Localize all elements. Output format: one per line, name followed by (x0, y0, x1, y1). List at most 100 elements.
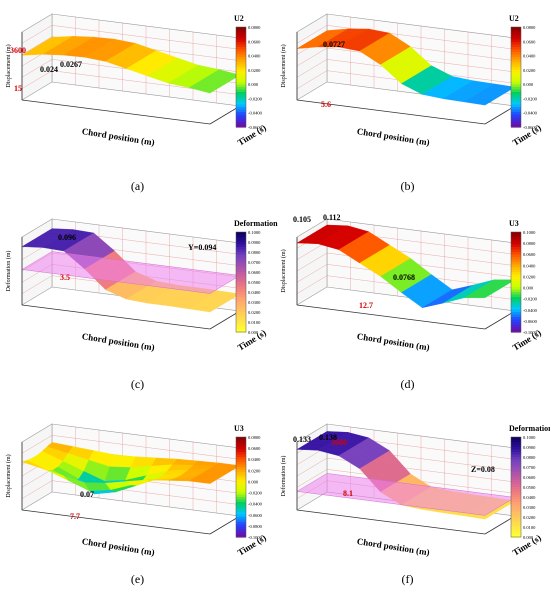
x-axis-line (21, 509, 211, 535)
colorbar-cell (236, 67, 246, 71)
legend-tick-label: 0.000 (248, 479, 259, 484)
annotation-label: 7.7 (70, 512, 80, 521)
annotation-label: 0.096 (58, 233, 76, 242)
colorbar-cell (236, 52, 246, 56)
colorbar-cell (236, 62, 246, 66)
grid-line (296, 252, 328, 272)
colorbar-cell (236, 234, 246, 238)
colorbar-cell (236, 117, 246, 121)
colorbar-cell (511, 289, 521, 293)
colorbar-cell (236, 74, 246, 78)
colorbar-cell (236, 34, 246, 38)
colorbar-cell (511, 64, 521, 68)
colorbar: Deformation 0.1000 0.0900 0.0800 0.0700 0.060… (234, 219, 278, 335)
colorbar-cell (511, 437, 521, 441)
colorbar-cell (236, 532, 246, 536)
colorbar-cell (236, 519, 246, 523)
colorbar-cell (236, 292, 246, 296)
colorbar-cell (511, 234, 521, 238)
colorbar-cell (511, 479, 521, 483)
colorbar-cell (236, 59, 246, 63)
colorbar-cell (236, 49, 246, 53)
legend-tick-label: 0.0800 (248, 25, 261, 30)
surface-cell (478, 285, 506, 290)
legend-tick-label: 0.0600 (248, 446, 261, 451)
legend-tick-label: -0.0400 (248, 502, 263, 507)
colorbar-cell (511, 497, 521, 501)
colorbar-cell (236, 507, 246, 511)
colorbar-cell (236, 259, 246, 263)
legend-tick-label: -0.0200 (523, 297, 538, 302)
colorbar-cell (236, 82, 246, 86)
colorbar-cell (511, 327, 521, 331)
colorbar-cell (511, 107, 521, 111)
legend-tick-label: -0.0800 (248, 524, 263, 529)
colorbar-frame (510, 231, 522, 333)
colorbar-cell (236, 87, 246, 91)
colorbar-cell (511, 312, 521, 316)
colorbar-cell (511, 82, 521, 86)
colorbar-cell (236, 264, 246, 268)
colorbar: U3 0.1000 0.0800 0.0600 0.0400 0.0200 0.000 -0.… (509, 219, 538, 335)
colorbar-cell (511, 124, 521, 128)
colorbar-cell (511, 294, 521, 298)
annotation-label: 5.6 (321, 100, 331, 109)
colorbar-cell (236, 457, 246, 461)
legend-tick-label: 0.0200 (523, 274, 536, 279)
colorbar-cell (236, 44, 246, 48)
colorbar-cell (511, 299, 521, 303)
x-axis-title: Chord position (m) (356, 536, 430, 557)
legend-tick-label: 0.000 (248, 330, 259, 335)
colorbar-cell (236, 37, 246, 41)
legend-tick-label: 0.0900 (248, 240, 261, 245)
colorbar-cell (511, 122, 521, 126)
colorbar-cell (236, 534, 246, 538)
colorbar-cell (511, 452, 521, 456)
legend-tick-label: 0.0900 (523, 445, 536, 450)
surface-cell (188, 84, 216, 94)
colorbar-cell (511, 242, 521, 246)
colorbar-cell (236, 467, 246, 471)
colorbar-cell (511, 84, 521, 88)
colorbar-cell (236, 299, 246, 303)
colorbar-cell (511, 512, 521, 516)
colorbar-frame (510, 436, 522, 538)
colorbar-cell (511, 482, 521, 486)
colorbar-cell (236, 257, 246, 261)
colorbar-cell (236, 97, 246, 101)
legend-tick-label: 0.0800 (523, 455, 536, 460)
panel-caption: (b) (401, 179, 415, 193)
annotation-label: 0.0727 (323, 40, 345, 49)
z-axis-title: Displacement (m) (5, 44, 12, 87)
colorbar-cell (511, 474, 521, 478)
colorbar-cell (236, 482, 246, 486)
colorbar-cell (236, 444, 246, 448)
colorbar-cell (236, 104, 246, 108)
colorbar-cell (511, 244, 521, 248)
colorbar-cell (511, 517, 521, 521)
colorbar-cell (511, 247, 521, 251)
z-axis-title: Deformation (m) (5, 251, 12, 292)
colorbar-cell (236, 479, 246, 483)
surface-cell (483, 282, 511, 287)
colorbar-cell (236, 312, 246, 316)
colorbar-cell (236, 527, 246, 531)
colorbar: U2 0.0800 0.0600 0.0400 0.0200 0.000 -0.0200 -0… (234, 14, 263, 130)
colorbar-cell (511, 534, 521, 538)
legend-tick-label: 0.0300 (248, 300, 261, 305)
colorbar-cell (236, 109, 246, 113)
colorbar-cell (236, 232, 246, 236)
colorbar-cell (236, 492, 246, 496)
grid-line (296, 469, 328, 488)
colorbar-cell (236, 279, 246, 283)
colorbar-cell (511, 449, 521, 453)
colorbar-cell (236, 237, 246, 241)
surface-cell (463, 98, 491, 106)
y-axis-line (484, 310, 516, 330)
z-axis-title: Deformation (m) (280, 456, 287, 497)
legend-title: U3 (234, 424, 244, 433)
legend-tick-label: 0.000 (248, 82, 259, 87)
colorbar-cell (511, 47, 521, 51)
colorbar-cell (236, 522, 246, 526)
y-axis-line (209, 515, 241, 535)
